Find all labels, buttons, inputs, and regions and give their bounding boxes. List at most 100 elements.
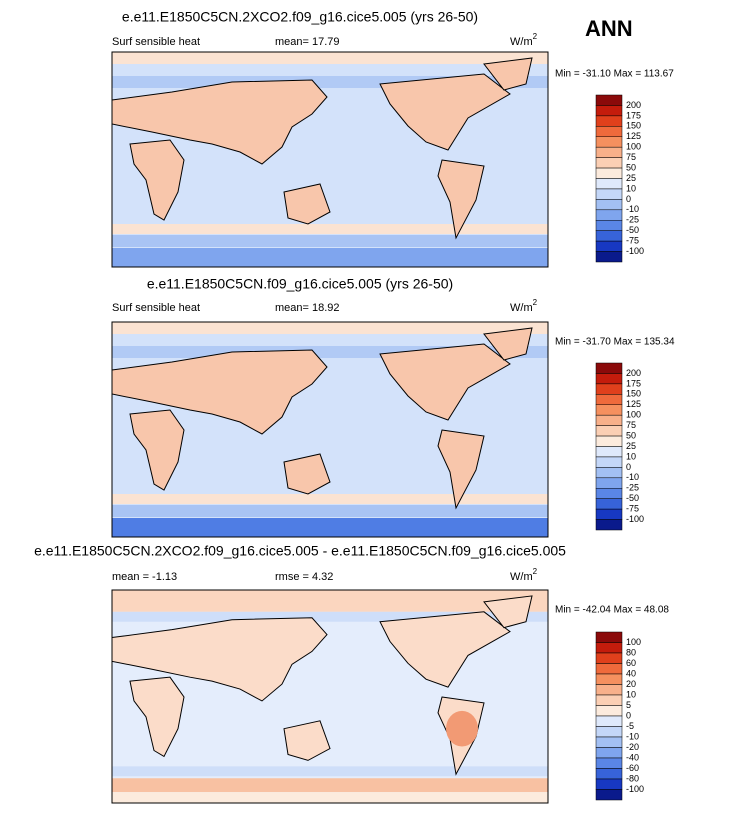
- colorbar-label: 0: [626, 462, 631, 472]
- panel-stat: rmse = 4.32: [275, 571, 333, 583]
- colorbar-box: [595, 178, 623, 190]
- colorbar-label: -60: [626, 763, 639, 773]
- colorbar-label: -40: [626, 752, 639, 762]
- colorbar-label: 200: [626, 100, 641, 110]
- anomaly: [446, 710, 478, 747]
- ocean-band: [112, 792, 548, 803]
- colorbar-box: [595, 757, 623, 769]
- units-sup: 2: [533, 298, 538, 307]
- panel-label: mean = -1.13: [112, 571, 177, 583]
- map-frame: [111, 321, 549, 538]
- colorbar-box: [595, 673, 623, 685]
- colorbar-box: [595, 705, 623, 717]
- colorbar-label: -100: [626, 784, 644, 794]
- colorbar-box: [595, 414, 623, 426]
- ocean-band: [112, 224, 548, 234]
- colorbar-label: 10: [626, 183, 636, 193]
- colorbar-label: 10: [626, 451, 636, 461]
- colorbar-label: -50: [626, 225, 639, 235]
- units-sup: 2: [533, 32, 538, 41]
- ocean-band: [112, 766, 548, 777]
- colorbar-label: 5: [626, 700, 631, 710]
- map: [111, 52, 548, 267]
- colorbar-box: [595, 209, 623, 221]
- panel-title: e.e11.E1850C5CN.2XCO2.f09_g16.cice5.005 …: [34, 543, 566, 559]
- colorbar-box: [595, 778, 623, 790]
- colorbar-box: [595, 768, 623, 780]
- ocean-band: [112, 235, 548, 247]
- colorbar-label: 0: [626, 710, 631, 720]
- units-base: W/m: [510, 36, 533, 48]
- colorbar-label: 175: [626, 378, 641, 388]
- units-base: W/m: [510, 302, 533, 314]
- colorbar-box: [595, 94, 623, 106]
- colorbar-label: 200: [626, 368, 641, 378]
- range-label: Min = -31.10 Max = 113.67: [555, 69, 674, 80]
- ocean-band: [112, 322, 548, 334]
- colorbar-label: 50: [626, 162, 636, 172]
- colorbar-box: [595, 220, 623, 231]
- colorbar-label: -10: [626, 204, 639, 214]
- colorbar-label: 40: [626, 668, 636, 678]
- ocean-band: [112, 778, 548, 793]
- colorbar-box: [595, 789, 623, 801]
- colorbar-box: [595, 404, 623, 416]
- range-label: Min = -31.70 Max = 135.34: [555, 337, 675, 348]
- colorbar-label: 50: [626, 430, 636, 440]
- ocean-band: [112, 494, 548, 504]
- colorbar-label: -10: [626, 472, 639, 482]
- colorbar-box: [595, 188, 623, 200]
- units: W/m2: [510, 298, 538, 314]
- colorbar-label: -100: [626, 246, 644, 256]
- colorbar-label: 150: [626, 121, 641, 131]
- map-frame: [111, 51, 549, 268]
- map-frame: [111, 589, 549, 804]
- colorbar-box: [595, 715, 623, 727]
- panel-label: Surf sensible heat: [112, 36, 200, 48]
- colorbar-box: [595, 240, 623, 252]
- panel-label: Surf sensible heat: [112, 302, 200, 314]
- units-sup: 2: [533, 567, 538, 576]
- colorbar-label: 0: [626, 194, 631, 204]
- colorbar-label: 125: [626, 399, 641, 409]
- colorbar-label: 20: [626, 679, 636, 689]
- antarctica: [112, 248, 548, 267]
- colorbar-box: [595, 394, 623, 405]
- colorbar-box: [595, 519, 623, 531]
- colorbar-box: [595, 498, 623, 510]
- colorbar-label: -50: [626, 493, 639, 503]
- ocean-band: [112, 590, 548, 612]
- colorbar-box: [595, 199, 623, 211]
- colorbar-label: 100: [626, 142, 641, 152]
- colorbar-label: 175: [626, 110, 641, 120]
- ocean-band: [112, 611, 548, 622]
- colorbar-label: -10: [626, 731, 639, 741]
- units-base: W/m: [510, 571, 533, 583]
- colorbar-box: [595, 435, 623, 447]
- colorbar-box: [595, 508, 623, 520]
- colorbar-box: [595, 446, 623, 458]
- colorbar-box: [595, 373, 623, 385]
- panel-stat: mean= 17.79: [275, 36, 340, 48]
- colorbar-label: 75: [626, 152, 636, 162]
- colorbar-box: [595, 736, 623, 748]
- colorbar-box: [595, 251, 623, 263]
- colorbar-box: [595, 157, 623, 169]
- colorbar-box: [595, 488, 623, 499]
- colorbar-label: -100: [626, 514, 644, 524]
- colorbar-box: [595, 467, 623, 479]
- units: W/m2: [510, 32, 538, 48]
- map: [111, 322, 548, 537]
- colorbar-box: [595, 362, 623, 374]
- colorbar-label: -75: [626, 504, 639, 514]
- colorbar-box: [595, 425, 623, 437]
- colorbar-box: [595, 747, 623, 759]
- colorbar-label: 10: [626, 689, 636, 699]
- colorbar-box: [595, 146, 623, 158]
- panel-stat: mean= 18.92: [275, 302, 340, 314]
- antarctica: [112, 518, 548, 537]
- colorbar-box: [595, 642, 623, 654]
- colorbar-label: 25: [626, 173, 636, 183]
- colorbar-box: [595, 456, 623, 468]
